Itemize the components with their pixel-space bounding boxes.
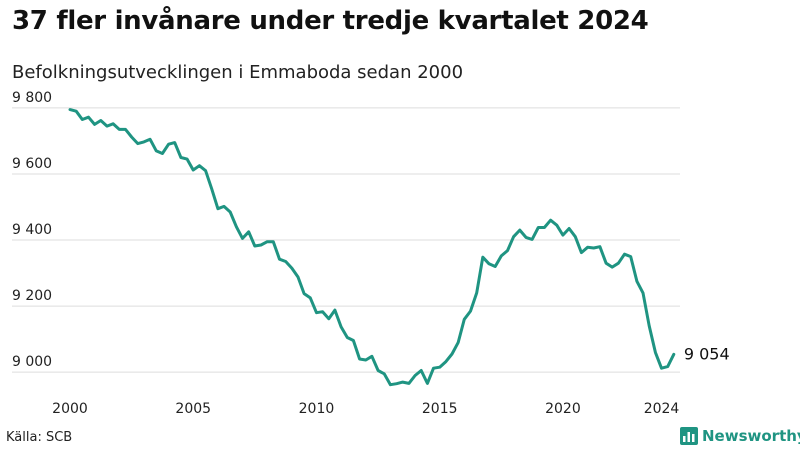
y-tick-label: 9 600 (12, 156, 52, 172)
chart-subtitle: Befolkningsutvecklingen i Emmaboda sedan… (12, 62, 464, 83)
bar-chart-icon (680, 427, 698, 445)
series-group (68, 108, 676, 387)
gridlines (12, 107, 680, 373)
y-tick-label: 9 800 (12, 90, 52, 106)
x-tick-label: 2024 (644, 401, 680, 417)
series-line (68, 108, 676, 387)
x-tick-label: 2005 (175, 401, 211, 417)
y-tick-label: 9 200 (12, 288, 52, 304)
x-tick-label: 2015 (422, 401, 458, 417)
chart-title: 37 fler invånare under tredje kvartalet … (12, 6, 649, 36)
y-tick-label: 9 000 (12, 354, 52, 370)
y-axis-ticks: 9 000 9 200 9 400 9 600 9 800 (12, 90, 52, 370)
brand-logo: Newsworthy (680, 427, 800, 445)
x-tick-label: 2010 (299, 401, 335, 417)
x-axis-ticks: 2000 2005 2010 2015 2020 2024 (52, 401, 679, 417)
brand-name: Newsworthy (702, 427, 800, 445)
end-value-label: 9 054 (684, 344, 730, 363)
x-tick-label: 2000 (52, 401, 88, 417)
x-tick-label: 2020 (545, 401, 581, 417)
y-tick-label: 9 400 (12, 222, 52, 238)
source-note: Källa: SCB (6, 430, 73, 445)
